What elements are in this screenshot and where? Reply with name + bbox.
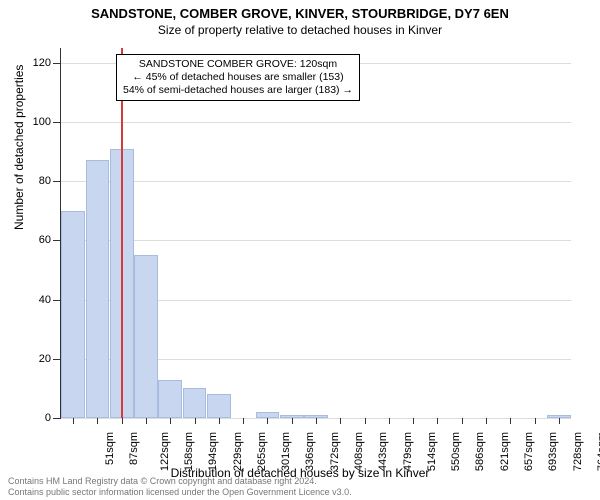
annotation-line: 54% of semi-detached houses are larger (… <box>123 84 353 97</box>
x-tick <box>267 418 268 424</box>
annotation-line: ← 45% of detached houses are smaller (15… <box>123 71 353 84</box>
grid-line <box>61 240 571 241</box>
histogram-bar <box>158 380 182 418</box>
x-tick <box>462 418 463 424</box>
y-tick-label: 60 <box>39 234 51 246</box>
x-tick-label: 87sqm <box>128 432 140 465</box>
y-axis-title: Number of detached properties <box>12 65 26 230</box>
x-tick-label: 51sqm <box>104 432 116 465</box>
y-tick-label: 80 <box>39 175 51 187</box>
footer-line2: Contains public sector information licen… <box>8 487 352 498</box>
x-tick <box>170 418 171 424</box>
chart-container: SANDSTONE, COMBER GROVE, KINVER, STOURBR… <box>0 0 600 500</box>
histogram-bar <box>86 160 110 418</box>
y-tick <box>53 418 61 419</box>
y-tick-label: 40 <box>39 294 51 306</box>
x-tick <box>389 418 390 424</box>
x-tick <box>219 418 220 424</box>
x-tick <box>486 418 487 424</box>
x-tick <box>73 418 74 424</box>
grid-line <box>61 181 571 182</box>
histogram-bar <box>183 388 207 418</box>
chart-subtitle: Size of property relative to detached ho… <box>0 23 600 37</box>
y-tick-label: 0 <box>45 412 51 424</box>
y-tick <box>53 63 61 64</box>
y-tick <box>53 359 61 360</box>
chart-title: SANDSTONE, COMBER GROVE, KINVER, STOURBR… <box>0 0 600 21</box>
y-tick <box>53 181 61 182</box>
x-tick <box>365 418 366 424</box>
annotation-line: SANDSTONE COMBER GROVE: 120sqm <box>123 58 353 71</box>
footer-attribution: Contains HM Land Registry data © Crown c… <box>8 476 352 498</box>
y-tick <box>53 300 61 301</box>
chart-plot-area: 02040608010012051sqm87sqm122sqm158sqm194… <box>60 48 571 419</box>
histogram-bar <box>207 394 231 418</box>
annotation-box: SANDSTONE COMBER GROVE: 120sqm← 45% of d… <box>116 54 360 101</box>
histogram-bar <box>61 211 85 418</box>
x-tick <box>122 418 123 424</box>
x-tick <box>316 418 317 424</box>
x-tick <box>243 418 244 424</box>
x-tick <box>146 418 147 424</box>
histogram-bar <box>134 255 158 418</box>
y-tick-label: 120 <box>33 57 51 69</box>
x-tick <box>292 418 293 424</box>
y-tick <box>53 122 61 123</box>
property-marker-line <box>121 48 123 418</box>
x-tick <box>413 418 414 424</box>
footer-line1: Contains HM Land Registry data © Crown c… <box>8 476 352 487</box>
x-tick <box>510 418 511 424</box>
x-tick <box>437 418 438 424</box>
x-tick <box>559 418 560 424</box>
x-tick <box>195 418 196 424</box>
y-tick <box>53 240 61 241</box>
y-tick-label: 20 <box>39 353 51 365</box>
y-tick-label: 100 <box>33 116 51 128</box>
grid-line <box>61 122 571 123</box>
x-tick <box>97 418 98 424</box>
x-tick <box>340 418 341 424</box>
x-tick <box>535 418 536 424</box>
